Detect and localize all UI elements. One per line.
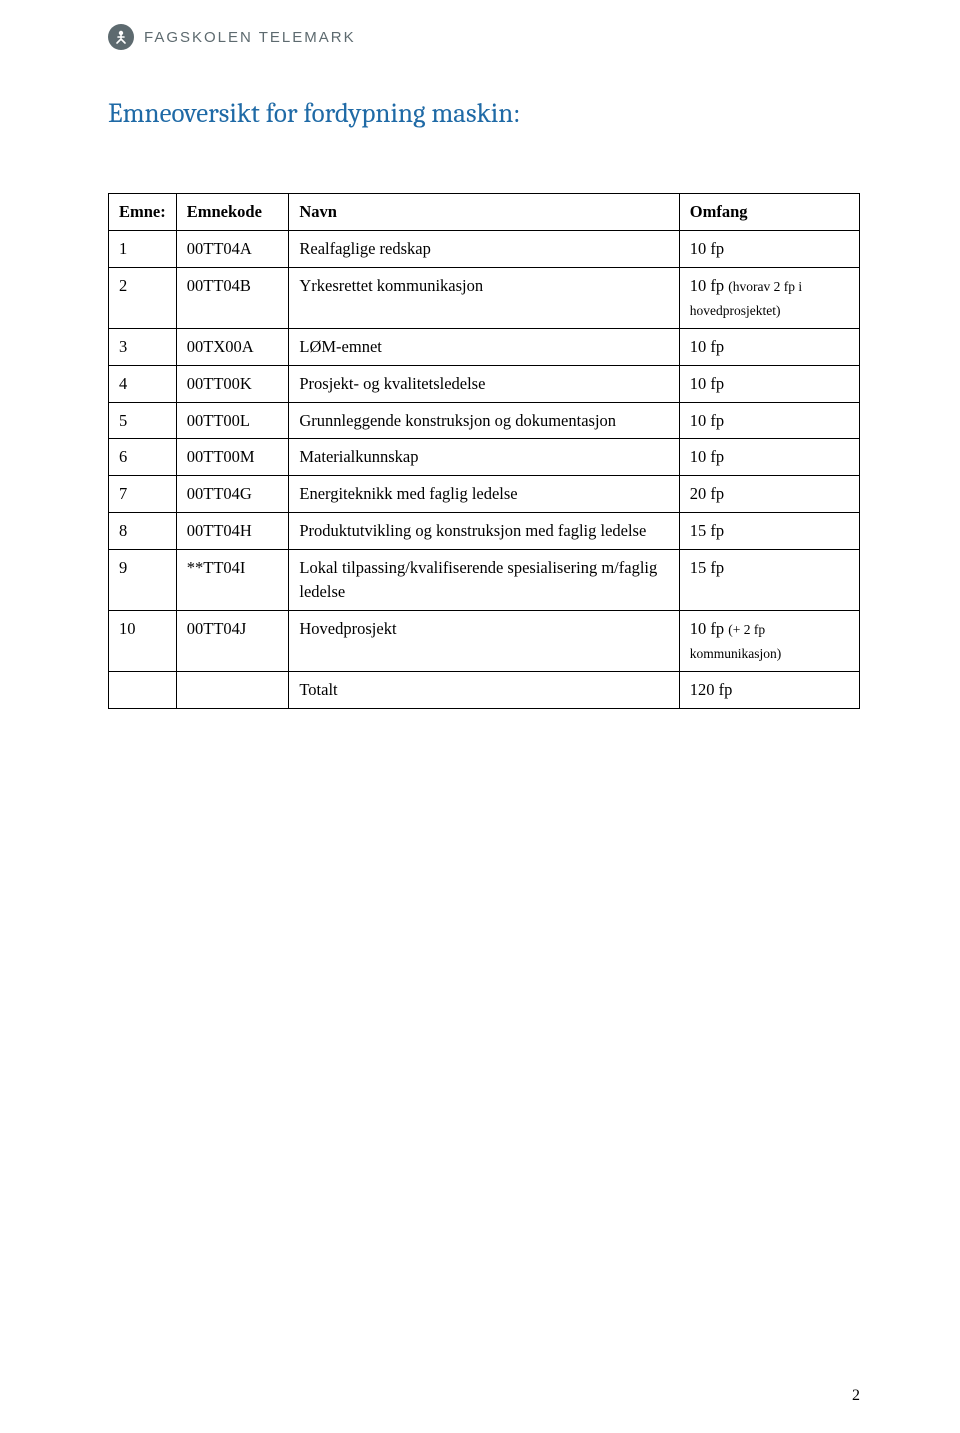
cell-navn: Hovedprosjekt	[289, 611, 679, 672]
cell-navn: Produktutvikling og konstruksjon med fag…	[289, 513, 679, 550]
omfang-value: 15 fp	[690, 558, 724, 577]
cell-navn: Materialkunnskap	[289, 439, 679, 476]
cell-empty	[176, 671, 289, 708]
cell-emnekode: 00TT04G	[176, 476, 289, 513]
page: FAGSKOLEN TELEMARK Emneoversikt for ford…	[0, 0, 960, 1433]
cell-omfang: 10 fp	[679, 328, 859, 365]
cell-emnekode: 00TT04J	[176, 611, 289, 672]
cell-navn: LØM-emnet	[289, 328, 679, 365]
cell-emnekode: 00TT00L	[176, 402, 289, 439]
course-table: Emne: Emnekode Navn Omfang 100TT04ARealf…	[108, 193, 860, 709]
brand-header: FAGSKOLEN TELEMARK	[108, 24, 860, 50]
brand-logo-icon	[108, 24, 134, 50]
cell-omfang: 10 fp	[679, 402, 859, 439]
cell-emne: 5	[109, 402, 177, 439]
col-header-omfang: Omfang	[679, 194, 859, 231]
cell-omfang: 20 fp	[679, 476, 859, 513]
omfang-value: 10 fp	[690, 447, 724, 466]
cell-total-value: 120 fp	[679, 671, 859, 708]
page-title: Emneoversikt for fordypning maskin:	[108, 98, 860, 129]
table-header-row: Emne: Emnekode Navn Omfang	[109, 194, 860, 231]
cell-emne: 8	[109, 513, 177, 550]
omfang-value: 10 fp	[690, 337, 724, 356]
omfang-value: 10 fp	[690, 276, 729, 295]
cell-emne: 6	[109, 439, 177, 476]
table-row: 500TT00LGrunnleggende konstruksjon og do…	[109, 402, 860, 439]
cell-emne: 4	[109, 365, 177, 402]
page-number: 2	[852, 1387, 860, 1405]
omfang-value: 15 fp	[690, 521, 724, 540]
table-row: 400TT00KProsjekt- og kvalitetsledelse 10 …	[109, 365, 860, 402]
cell-emne: 3	[109, 328, 177, 365]
cell-omfang: 10 fp	[679, 365, 859, 402]
cell-omfang: 10 fp (hvorav 2 fp i hovedprosjektet)	[679, 267, 859, 328]
cell-total-label: Totalt	[289, 671, 679, 708]
cell-emnekode: 00TT04B	[176, 267, 289, 328]
cell-empty	[109, 671, 177, 708]
col-header-emne: Emne:	[109, 194, 177, 231]
table-row: 600TT00MMaterialkunnskap 10 fp	[109, 439, 860, 476]
table-row: 300TX00ALØM-emnet 10 fp	[109, 328, 860, 365]
table-row: 800TT04HProduktutvikling og konstruksjon…	[109, 513, 860, 550]
table-row: 700TT04GEnergiteknikk med faglig ledelse…	[109, 476, 860, 513]
cell-emnekode: 00TT00M	[176, 439, 289, 476]
cell-navn: Yrkesrettet kommunikasjon	[289, 267, 679, 328]
col-header-emnekode: Emnekode	[176, 194, 289, 231]
cell-emne: 7	[109, 476, 177, 513]
omfang-value: 10 fp	[690, 619, 729, 638]
cell-navn: Prosjekt- og kvalitetsledelse	[289, 365, 679, 402]
omfang-value: 10 fp	[690, 374, 724, 393]
table-total-row: Totalt120 fp	[109, 671, 860, 708]
cell-navn: Energiteknikk med faglig ledelse	[289, 476, 679, 513]
cell-emne: 9	[109, 550, 177, 611]
brand-text: FAGSKOLEN TELEMARK	[144, 29, 356, 46]
cell-emnekode: 00TX00A	[176, 328, 289, 365]
cell-omfang: 15 fp	[679, 550, 859, 611]
cell-omfang: 10 fp (+ 2 fp kommunikasjon)	[679, 611, 859, 672]
table-row: 100TT04ARealfaglige redskap 10 fp	[109, 230, 860, 267]
omfang-value: 20 fp	[690, 484, 724, 503]
cell-emne: 1	[109, 230, 177, 267]
cell-emne: 2	[109, 267, 177, 328]
cell-omfang: 10 fp	[679, 230, 859, 267]
cell-emnekode: 00TT04H	[176, 513, 289, 550]
cell-emne: 10	[109, 611, 177, 672]
cell-emnekode: **TT04I	[176, 550, 289, 611]
table-row: 1000TT04JHovedprosjekt10 fp (+ 2 fp komm…	[109, 611, 860, 672]
cell-navn: Realfaglige redskap	[289, 230, 679, 267]
table-row: 9**TT04ILokal tilpassing/kvalifiserende …	[109, 550, 860, 611]
omfang-value: 10 fp	[690, 411, 724, 430]
cell-navn: Grunnleggende konstruksjon og dokumentas…	[289, 402, 679, 439]
table-row: 200TT04BYrkesrettet kommunikasjon10 fp (…	[109, 267, 860, 328]
cell-omfang: 10 fp	[679, 439, 859, 476]
omfang-value: 10 fp	[690, 239, 724, 258]
cell-emnekode: 00TT04A	[176, 230, 289, 267]
cell-emnekode: 00TT00K	[176, 365, 289, 402]
cell-navn: Lokal tilpassing/kvalifiserende spesiali…	[289, 550, 679, 611]
col-header-navn: Navn	[289, 194, 679, 231]
cell-omfang: 15 fp	[679, 513, 859, 550]
